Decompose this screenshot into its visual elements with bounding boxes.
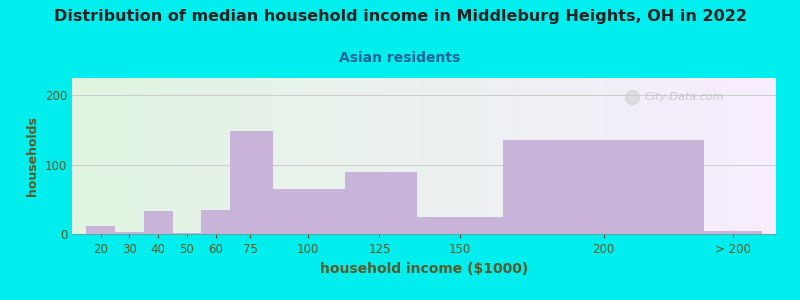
- Bar: [345, 172, 417, 234]
- Text: Distribution of median household income in Middleburg Heights, OH in 2022: Distribution of median household income …: [54, 9, 746, 24]
- Bar: [503, 140, 704, 234]
- Text: Asian residents: Asian residents: [339, 51, 461, 65]
- Bar: [86, 226, 115, 234]
- Bar: [202, 210, 230, 234]
- Bar: [417, 217, 503, 234]
- Y-axis label: households: households: [26, 116, 39, 196]
- Bar: [144, 211, 173, 234]
- X-axis label: household income ($1000): household income ($1000): [320, 262, 528, 276]
- Bar: [173, 232, 202, 234]
- Bar: [273, 189, 345, 234]
- Bar: [230, 131, 273, 234]
- Bar: [704, 230, 762, 234]
- Bar: [115, 232, 144, 234]
- Text: City-Data.com: City-Data.com: [645, 92, 724, 102]
